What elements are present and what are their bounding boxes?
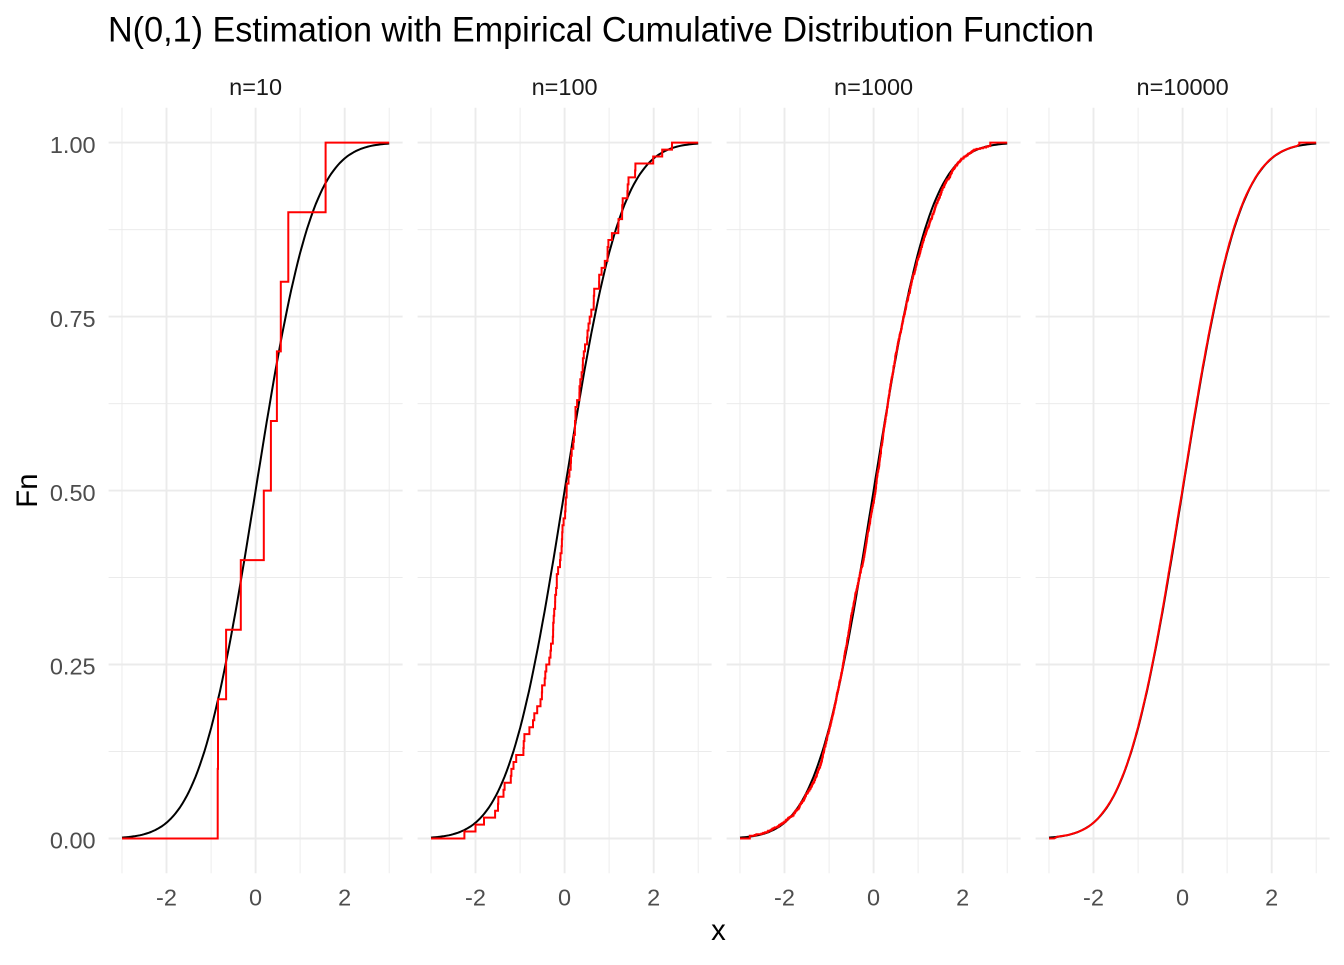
svg-text:-2: -2 [465,885,486,911]
svg-text:-2: -2 [1083,885,1104,911]
svg-text:-2: -2 [156,885,177,911]
svg-text:n=10: n=10 [229,74,282,100]
svg-text:x: x [711,914,726,947]
svg-text:2: 2 [338,885,351,911]
svg-text:-2: -2 [774,885,795,911]
svg-text:0: 0 [867,885,880,911]
svg-text:2: 2 [647,885,660,911]
svg-text:1.00: 1.00 [50,132,96,158]
svg-text:0.25: 0.25 [50,654,96,680]
svg-text:n=100: n=100 [532,74,598,100]
svg-text:0.75: 0.75 [50,306,96,332]
svg-text:n=1000: n=1000 [834,74,913,100]
svg-text:0: 0 [1176,885,1189,911]
svg-text:0: 0 [249,885,262,911]
svg-text:0.50: 0.50 [50,480,96,506]
svg-text:Fn: Fn [11,473,44,507]
svg-text:N(0,1) Estimation with Empiric: N(0,1) Estimation with Empirical Cumulat… [108,10,1094,49]
svg-text:0: 0 [558,885,571,911]
svg-text:n=10000: n=10000 [1137,74,1229,100]
svg-text:2: 2 [956,885,969,911]
svg-text:0.00: 0.00 [50,828,96,854]
svg-text:2: 2 [1265,885,1278,911]
